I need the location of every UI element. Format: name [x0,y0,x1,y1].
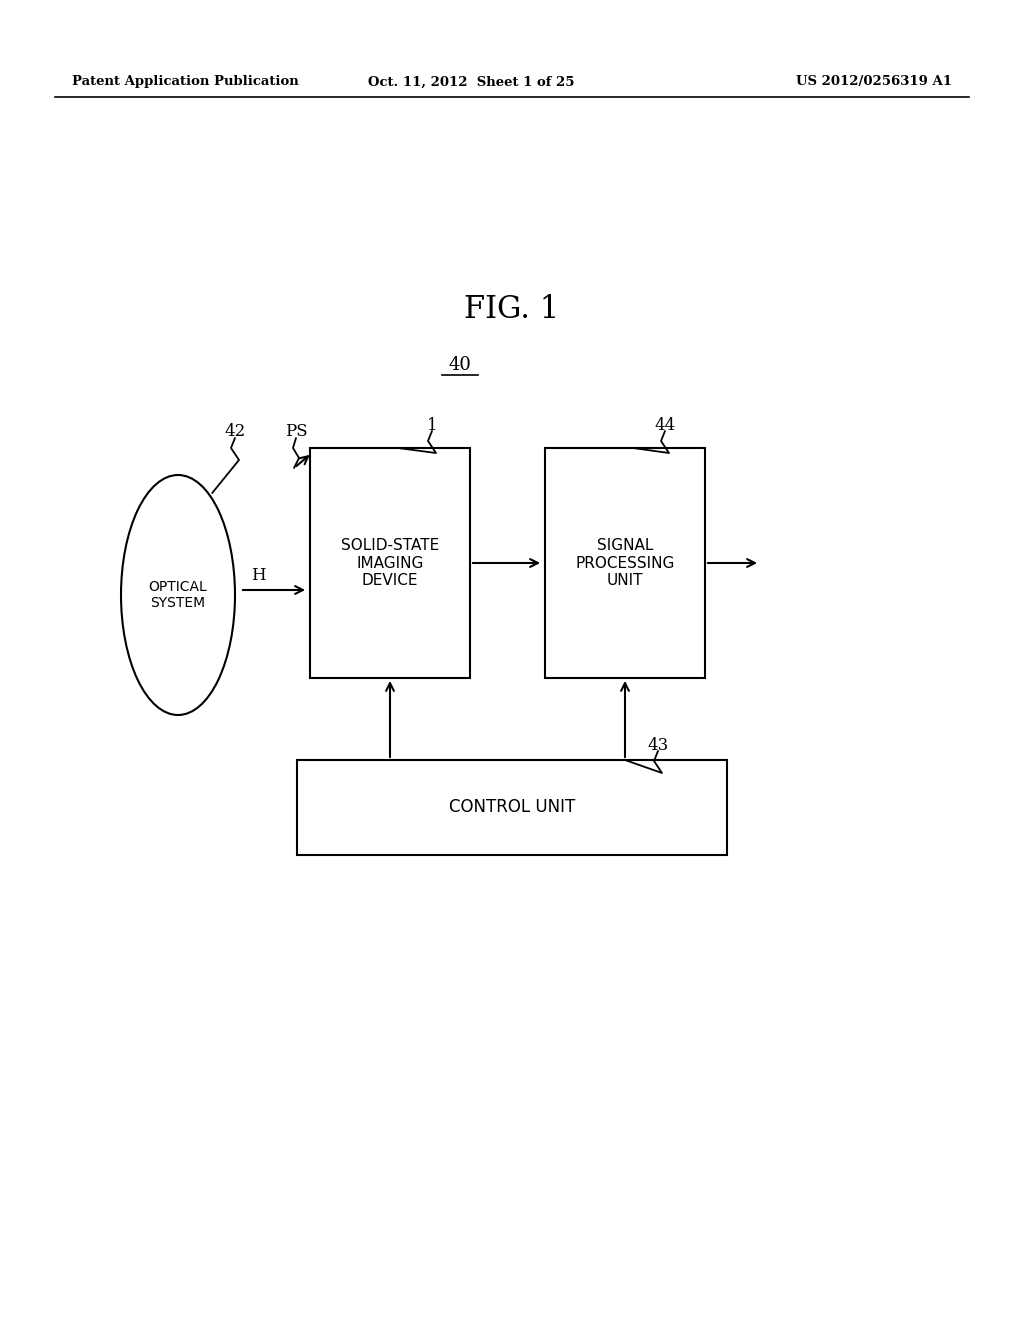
Text: OPTICAL
SYSTEM: OPTICAL SYSTEM [148,579,208,610]
Text: Oct. 11, 2012  Sheet 1 of 25: Oct. 11, 2012 Sheet 1 of 25 [368,75,574,88]
Bar [310,447,470,678]
Text: Patent Application Publication: Patent Application Publication [72,75,299,88]
Bar [545,447,705,678]
Text: FIG. 1: FIG. 1 [464,294,560,326]
Text: 42: 42 [224,424,246,441]
Text: 43: 43 [647,737,669,754]
Text: US 2012/0256319 A1: US 2012/0256319 A1 [796,75,952,88]
Text: H: H [251,566,265,583]
Text: 40: 40 [449,356,471,374]
Bar [297,760,727,855]
Text: SOLID-STATE
IMAGING
DEVICE: SOLID-STATE IMAGING DEVICE [341,539,439,587]
Text: 44: 44 [654,417,676,433]
Ellipse shape [121,475,234,715]
Text: SIGNAL
PROCESSING
UNIT: SIGNAL PROCESSING UNIT [575,539,675,587]
Text: 1: 1 [427,417,437,433]
Text: PS: PS [285,424,307,441]
Text: CONTROL UNIT: CONTROL UNIT [449,799,575,817]
